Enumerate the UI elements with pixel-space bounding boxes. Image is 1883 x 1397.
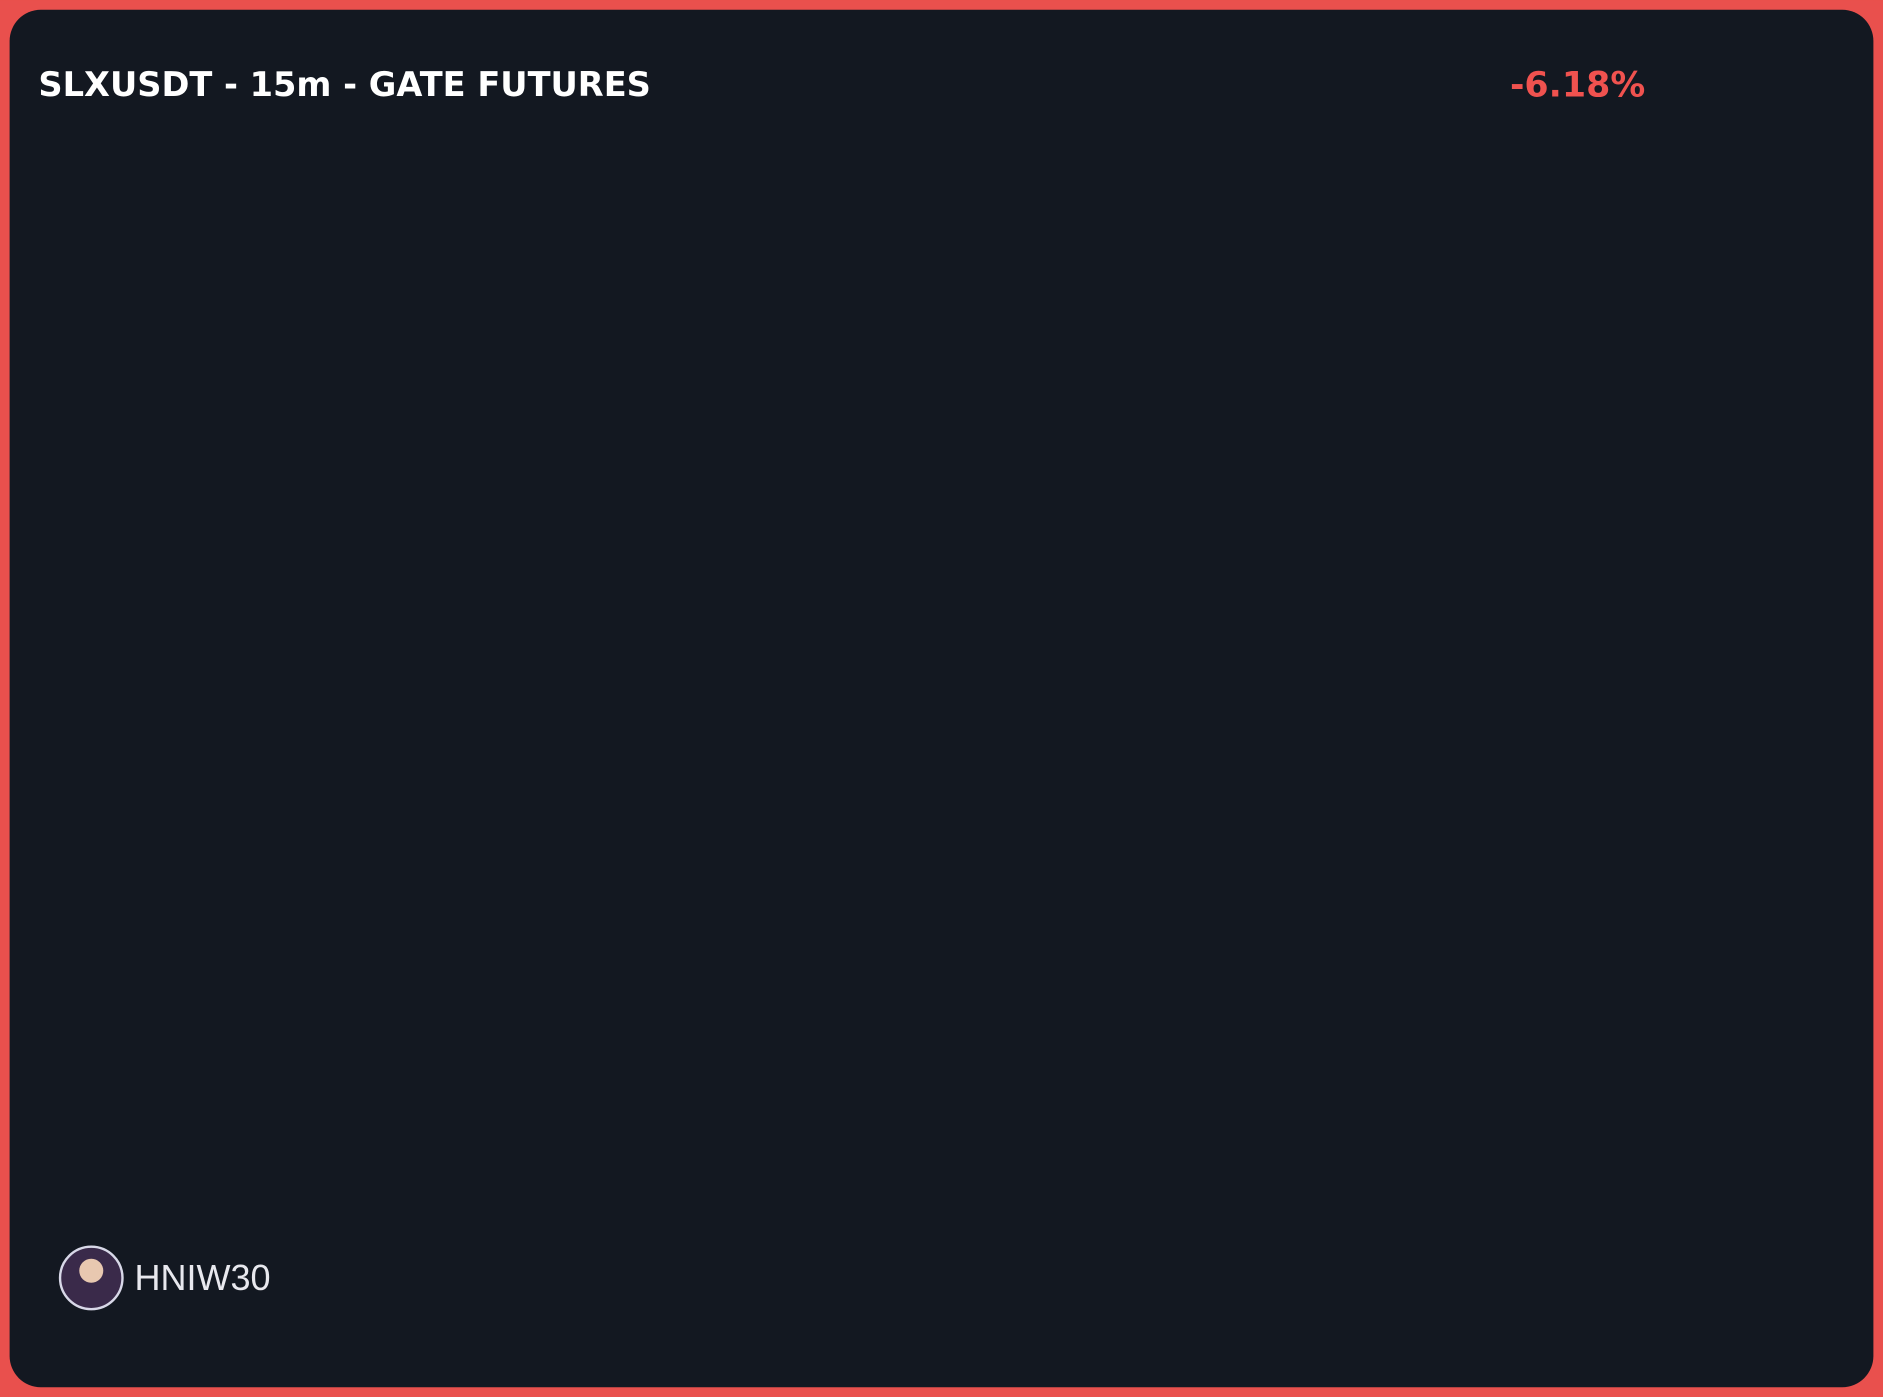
change-percent: -6.18% (1510, 66, 1645, 106)
watermark: HNIW30 (135, 1257, 271, 1298)
avatar-face (79, 1258, 104, 1283)
chart-title: SLXUSDT - 15m - GATE FUTURES (38, 65, 650, 104)
chart-background (9, 9, 1874, 1388)
